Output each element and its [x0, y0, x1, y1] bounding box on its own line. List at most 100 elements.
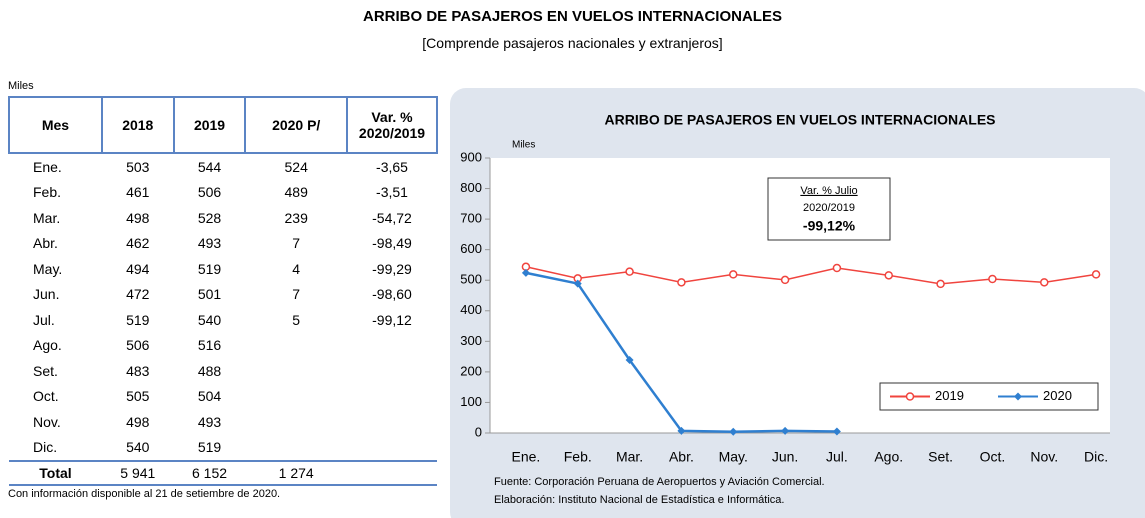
table-cell: -3,65 [376, 158, 408, 175]
x-tick-label: May. [719, 449, 748, 465]
chart-credit: Elaboración: Instituto Nacional de Estad… [494, 494, 784, 506]
annotation-subtitle: 2020/2019 [803, 202, 855, 214]
point-marker [625, 267, 634, 276]
y-tick-label: 500 [460, 272, 482, 287]
table-cell: 493 [197, 235, 222, 252]
table-row: Nov. 498 493 [9, 409, 437, 435]
table-cell: 483 [126, 362, 150, 379]
table-cell: 493 [197, 413, 222, 430]
table-cell: Dic. [33, 439, 58, 456]
point-marker [729, 270, 738, 279]
x-tick-label: Set. [928, 449, 953, 465]
chart-source: Fuente: Corporación Peruana de Aeropuert… [494, 476, 825, 488]
table-row: Feb. 461 506 489 -3,51 [9, 180, 437, 206]
total-cell-empty [347, 460, 437, 486]
table-cell: 5 [292, 311, 301, 328]
legend-marker [905, 392, 915, 401]
column-header: Var. % 2020/2019 [346, 96, 438, 154]
x-tick-label: Nov. [1030, 449, 1058, 465]
table-cell: 540 [126, 439, 150, 456]
table-cell: 239 [284, 209, 308, 226]
table-cell: Mar. [33, 209, 61, 226]
column-header: 2018 [100, 96, 175, 154]
table-row: Abr. 462 493 7 -98,49 [9, 231, 437, 257]
x-tick-label: Oct. [980, 449, 1006, 465]
table-cell: 501 [197, 286, 222, 303]
table-cell: 462 [126, 235, 150, 252]
table-row: Set. 483 488 [9, 358, 437, 384]
legend-marker [1014, 392, 1022, 401]
table-cell: 540 [197, 311, 222, 328]
table-cell: May. [33, 260, 63, 277]
table-cell: Jun. [33, 286, 60, 303]
table-cell: 494 [126, 260, 150, 277]
point-marker [1040, 278, 1049, 287]
total-cell: 1 274 [245, 460, 347, 486]
x-tick-label: Jun. [772, 449, 798, 465]
table-cell: 4 [292, 260, 301, 277]
annotation-title: Var. % Julio [800, 185, 857, 197]
table-unit: Miles [8, 80, 34, 92]
point-marker [884, 271, 893, 280]
table-cell: 472 [126, 286, 150, 303]
table-cell: -54,72 [372, 209, 412, 226]
table-row: Ago. 506 516 [9, 333, 437, 359]
point-marker [729, 427, 738, 436]
point-marker [936, 279, 945, 289]
table-cell: 7 [292, 286, 301, 303]
table-row: Jul. 519 540 5 -99,12 [9, 307, 437, 333]
table-cell: -99,29 [372, 260, 412, 277]
table-cell: -98,60 [372, 286, 412, 303]
table-cell: 461 [126, 184, 150, 201]
table-cell: Set. [33, 362, 58, 379]
y-tick-label: 700 [460, 211, 482, 226]
data-table: Mes 2018 2019 2020 P/Var. % 2020/2019 Ene. 50… [8, 96, 438, 486]
total-cell: 5 941 [101, 460, 174, 486]
point-marker [521, 268, 530, 277]
table-cell: Ene. [33, 158, 62, 175]
y-tick-label: 100 [460, 394, 482, 409]
table-cell: 498 [126, 209, 150, 226]
legend-label: 2019 [935, 388, 964, 403]
table-cell: 519 [197, 439, 222, 456]
annotation-value: -99,12% [803, 218, 856, 234]
table-cell: 519 [126, 311, 150, 328]
x-tick-label: Dic. [1084, 449, 1108, 465]
table-cell: 516 [197, 337, 222, 354]
table-cell: 506 [126, 337, 150, 354]
point-marker [625, 355, 634, 364]
x-tick-label: Abr. [669, 449, 694, 465]
total-row: Total 5 941 6 152 1 274 [9, 460, 437, 486]
table-cell: Abr. [33, 235, 58, 252]
y-tick-label: 800 [460, 180, 482, 195]
point-marker [781, 426, 790, 435]
column-header: 2020 P/ [244, 96, 348, 154]
table-cell: Nov. [33, 413, 61, 430]
point-marker [780, 275, 790, 285]
table-row: Oct. 505 504 [9, 384, 437, 410]
x-tick-label: Mar. [616, 449, 643, 465]
column-header: Mes [8, 96, 103, 154]
column-header: 2019 [172, 96, 247, 154]
point-marker [573, 279, 582, 288]
x-tick-label: Ago. [874, 449, 903, 465]
y-tick-label: 400 [460, 302, 482, 317]
table-cell: Ago. [33, 337, 62, 354]
table-cell: -3,51 [376, 184, 408, 201]
y-tick-label: 0 [475, 424, 482, 439]
table-cell: 7 [292, 235, 301, 252]
table-cell: -99,12 [372, 311, 412, 328]
table-row: May. 494 519 4 -99,29 [9, 256, 437, 282]
table-cell: 504 [197, 388, 222, 405]
y-axis-label: Miles [512, 140, 535, 151]
legend-label: 2020 [1043, 388, 1072, 403]
table-cell: 528 [197, 209, 222, 226]
table-cell: 519 [197, 260, 222, 277]
series-line [525, 266, 1097, 285]
y-tick-label: 600 [460, 241, 482, 256]
table-row: Jun. 472 501 7 -98,60 [9, 282, 437, 308]
table-cell: 498 [126, 413, 150, 430]
table-note: Con información disponible al 21 de seti… [8, 488, 281, 500]
